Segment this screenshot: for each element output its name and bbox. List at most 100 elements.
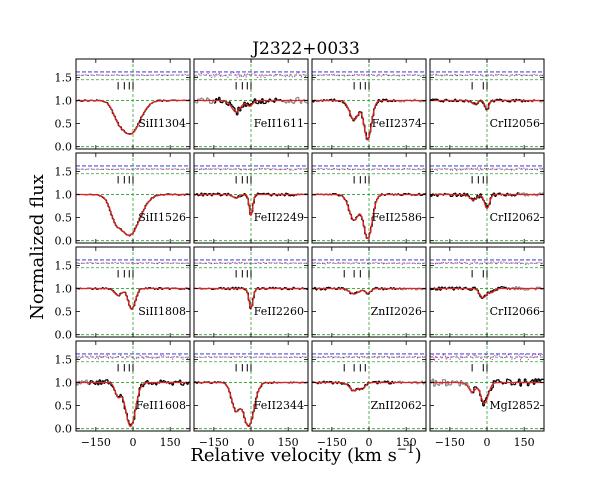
model-fit (312, 381, 426, 392)
panel: FeII2374 (311, 58, 427, 150)
panel-label: CrII2062 (490, 211, 540, 224)
panel: FeII2249 (193, 152, 309, 244)
panel-plot-area (312, 59, 426, 149)
x-axis-label-exponent: −1 (397, 442, 415, 456)
panel: FeII2586 (311, 152, 427, 244)
chart-title: J2322+0033 (250, 39, 360, 59)
x-tick-label: −150 (81, 436, 111, 449)
x-tick-label: 150 (396, 436, 417, 449)
panel: FeII2260 (193, 246, 309, 338)
panel-label: SiII1526 (138, 211, 186, 224)
y-tick-label: 0.0 (55, 235, 73, 248)
model-fit (312, 287, 426, 295)
residual-trace (312, 261, 426, 265)
model-fit (76, 99, 190, 135)
residual-trace (430, 353, 543, 362)
residual-trace (194, 261, 308, 265)
model-fit (430, 381, 544, 405)
model-fit (312, 99, 426, 141)
panel-grid: SiII1304 0.0 0.5 1.0 1.5 FeII1611 FeII2374 CrII… (55, 58, 545, 449)
y-tick-label: 0.5 (55, 400, 73, 413)
panel: ZnII2026 (311, 246, 427, 338)
y-tick-label: 0.0 (55, 141, 73, 154)
panel-label: FeII2586 (372, 211, 422, 224)
y-tick-label: 1.5 (55, 259, 73, 272)
panel-plot-area (430, 153, 544, 243)
model-fit (76, 287, 190, 310)
x-tick-label: −150 (317, 436, 347, 449)
panel-label: CrII2066 (490, 305, 540, 318)
panel-label: FeII1611 (254, 117, 304, 130)
model-fit (76, 381, 190, 428)
panel-plot-area (194, 153, 308, 243)
panel-plot-area (76, 247, 190, 337)
panel-plot-area (430, 341, 544, 431)
panel-label: MgI2852 (489, 399, 540, 412)
residual-trace (430, 167, 544, 172)
model-fit (430, 99, 544, 110)
panel-label: FeII2249 (254, 211, 304, 224)
x-tick-label: −150 (199, 436, 229, 449)
panel: SiII1304 0.0 0.5 1.0 1.5 (55, 58, 191, 154)
model-fit (430, 287, 544, 299)
panel-label: ZnII2062 (371, 399, 422, 412)
panel: ZnII2062 −150 0 150 (311, 340, 427, 449)
y-tick-label: 1.0 (55, 189, 73, 202)
residual-trace (430, 261, 544, 266)
model-fit (76, 193, 190, 237)
y-tick-label: 1.0 (55, 283, 73, 296)
y-tick-label: 1.5 (55, 353, 73, 366)
panel-plot-area (194, 341, 308, 431)
panel-plot-area (194, 247, 308, 337)
y-tick-label: 0.5 (55, 118, 73, 131)
y-tick-label: 1.0 (55, 377, 73, 390)
x-tick-label: 0 (130, 436, 137, 449)
masked-spectrum (76, 379, 90, 386)
panel: FeII2344 −150 0 150 (193, 340, 309, 449)
masked-spectrum (430, 378, 473, 394)
panel: SiII1526 0.0 0.5 1.0 1.5 (55, 152, 191, 248)
model-fit (194, 99, 308, 113)
panel: CrII2056 (429, 58, 545, 150)
residual-trace (194, 167, 308, 171)
residual-trace (76, 354, 190, 360)
panel-plot-area (76, 341, 190, 431)
panel-label: FeII2260 (254, 305, 304, 318)
x-tick-label: 0 (366, 436, 373, 449)
panel-plot-area (430, 247, 544, 337)
model-fit (194, 381, 308, 428)
panel: CrII2066 (429, 246, 545, 338)
y-tick-label: 1.5 (55, 71, 73, 84)
panel-plot-area (76, 59, 190, 149)
panel: CrII2062 (429, 152, 545, 244)
x-tick-label: −150 (435, 436, 465, 449)
panel-label: SiII1808 (138, 305, 186, 318)
x-axis-label: Relative velocity (km s−1) (190, 442, 421, 466)
y-tick-label: 1.0 (55, 95, 73, 108)
model-fit (194, 193, 308, 217)
panel-label: FeII2374 (372, 117, 422, 130)
residual-trace (76, 168, 190, 171)
residual-trace (76, 74, 190, 77)
residual-trace (312, 355, 426, 359)
x-tick-label: 0 (248, 436, 255, 449)
model-fit (312, 193, 426, 240)
y-tick-label: 0.5 (55, 306, 73, 319)
panel-label: ZnII2026 (371, 305, 422, 318)
panel-plot-area (312, 247, 426, 337)
panel-label: SiII1304 (138, 117, 186, 130)
x-tick-label: 0 (484, 436, 491, 449)
residual-trace (430, 73, 544, 77)
x-axis-label-close: ) (415, 445, 422, 466)
residual-trace (312, 73, 426, 77)
x-tick-label: 150 (514, 436, 535, 449)
y-tick-label: 0.5 (55, 212, 73, 225)
y-axis-label: Normalized flux (27, 174, 48, 320)
panel: SiII1808 0.0 0.5 1.0 1.5 (55, 246, 191, 342)
panel-plot-area (430, 59, 544, 149)
panel-plot-area (312, 341, 426, 431)
x-tick-label: 150 (160, 436, 181, 449)
panel-label: CrII2056 (490, 117, 540, 130)
y-tick-label: 0.0 (55, 423, 73, 436)
